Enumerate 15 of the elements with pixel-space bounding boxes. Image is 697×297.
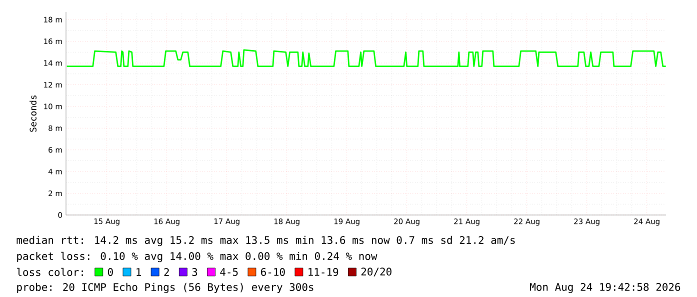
y-axis-title: Seconds <box>30 95 36 132</box>
text: packet loss: 0.10 % avg 14.00 % max 0.00 % min 0.24 % now <box>17 252 378 262</box>
legend-label: 1 <box>136 268 141 276</box>
legend-label: 4-5 <box>220 268 238 276</box>
legend-label: 2 <box>164 268 169 276</box>
text: median rtt: 14.2 ms avg 15.2 ms max 13.5 ms min 13.6 ms now 0.7 ms sd 21.2 am/s <box>16 236 515 246</box>
legend-label: 3 <box>192 268 198 276</box>
legend-label: 11-19 <box>308 268 338 276</box>
text: Mon Aug 24 19:42:58 2026 <box>530 282 680 294</box>
legend-label: 20/20 <box>361 268 392 276</box>
legend-title: loss color: <box>17 268 83 276</box>
legend-label: 0 <box>108 268 113 276</box>
line-series <box>66 49 666 67</box>
text: probe: 20 ICMP Echo Pings (56 Bytes) every 300s <box>17 282 314 294</box>
legend-label: 6-10 <box>261 268 285 276</box>
